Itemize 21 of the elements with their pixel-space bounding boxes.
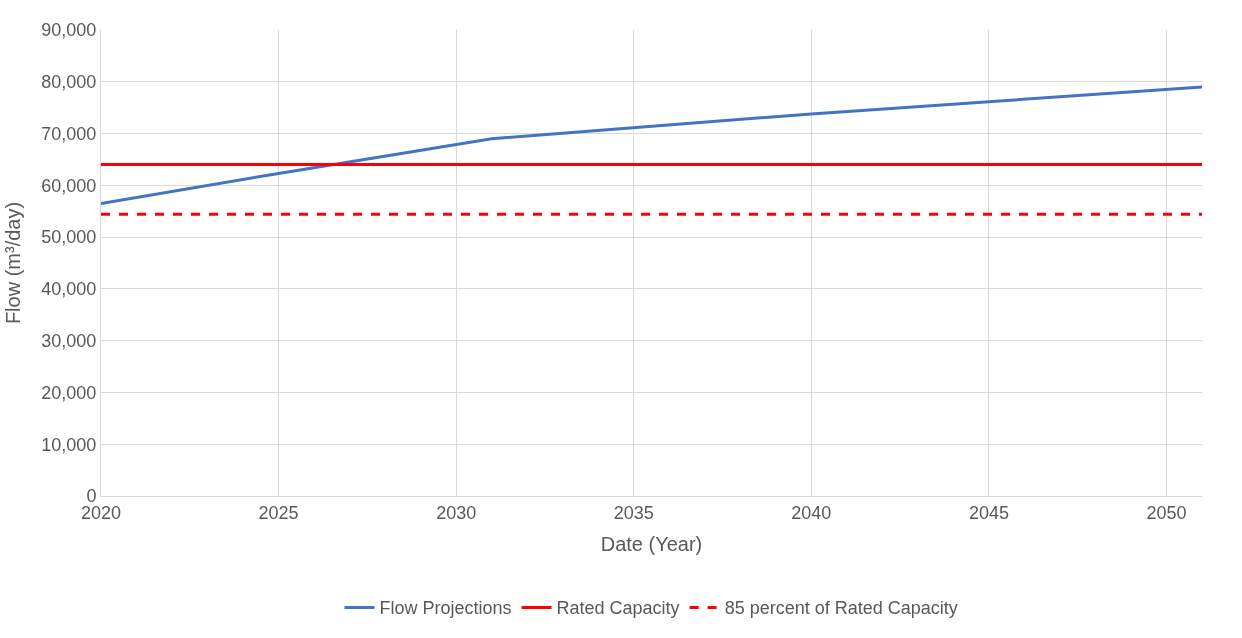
y-tick-label: 40,000 bbox=[41, 279, 97, 300]
y-tick-label: 60,000 bbox=[41, 175, 97, 196]
x-tick-label: 2050 bbox=[1146, 502, 1187, 523]
y-axis-title: Flow (m³/day) bbox=[1, 201, 24, 325]
x-tick-label: 2035 bbox=[613, 502, 654, 523]
legend-label: 85 percent of Rated Capacity bbox=[724, 598, 958, 619]
legend-label: Rated Capacity bbox=[556, 598, 680, 619]
x-axis-title: Date (Year) bbox=[600, 533, 703, 556]
x-tick-label: 2040 bbox=[791, 502, 832, 523]
y-tick-label: 30,000 bbox=[41, 330, 97, 351]
y-tick-label: 90,000 bbox=[41, 20, 97, 41]
x-tick-label: 2030 bbox=[436, 502, 477, 523]
x-tick-label: 2025 bbox=[258, 502, 299, 523]
legend-label: Flow Projections bbox=[379, 598, 512, 619]
y-tick-label: 80,000 bbox=[41, 72, 97, 93]
line-series bbox=[101, 85, 1202, 205]
y-tick-label: 10,000 bbox=[41, 434, 97, 455]
y-tick-label: 70,000 bbox=[41, 123, 97, 144]
x-tick-label: 2045 bbox=[968, 502, 1009, 523]
y-tick-label: 50,000 bbox=[41, 227, 97, 248]
y-tick-label: 20,000 bbox=[41, 382, 97, 403]
